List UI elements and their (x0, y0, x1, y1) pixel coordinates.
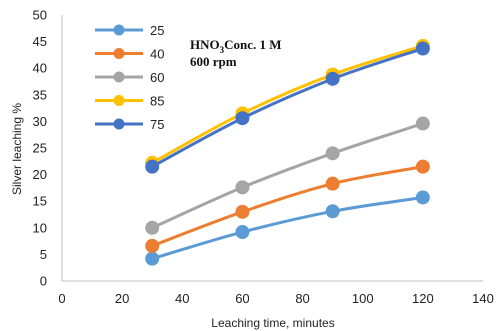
data-point-40 (145, 238, 160, 253)
x-tick-label: 140 (472, 291, 494, 306)
legend-label-85: 85 (150, 94, 164, 109)
data-point-40 (235, 204, 250, 219)
y-tick-label: 20 (33, 167, 47, 182)
y-tick-label: 40 (33, 61, 47, 76)
y-tick-label: 35 (33, 87, 47, 102)
data-point-75 (145, 159, 160, 174)
data-point-75 (415, 41, 430, 56)
legend-marker-25 (113, 24, 125, 36)
data-point-25 (325, 204, 340, 219)
legend-marker-85 (113, 95, 125, 106)
data-point-25 (415, 190, 430, 205)
y-tick-label: 50 (33, 8, 47, 23)
series-line-60 (151, 122, 424, 230)
legend-marker-60 (113, 71, 125, 83)
annotation-subscript: 3 (220, 45, 225, 55)
legend-label-60: 60 (150, 70, 164, 85)
data-point-25 (235, 225, 250, 240)
y-tick-label: 45 (33, 34, 47, 49)
data-point-60 (235, 180, 250, 195)
y-tick-label: 25 (33, 141, 47, 156)
series-line-40 (151, 165, 424, 248)
y-axis-title: Silver leaching % (10, 103, 24, 195)
data-point-60 (325, 146, 340, 161)
data-point-40 (415, 159, 430, 174)
data-point-25 (145, 251, 160, 266)
series-line-85 (151, 44, 424, 165)
annotation-line-2: 600 rpm (190, 54, 237, 69)
annotation-concentration: Conc. 1 M (224, 37, 281, 52)
legend-label-25: 25 (150, 23, 164, 38)
annotation-formula: HNO (190, 37, 220, 52)
x-tick-label: 100 (352, 291, 374, 306)
data-point-75 (235, 111, 250, 126)
x-tick-label: 20 (115, 291, 129, 306)
data-point-75 (325, 71, 340, 86)
y-tick-label: 10 (33, 220, 47, 235)
x-axis-title: Leaching time, minutes (211, 316, 334, 330)
y-tick-label: 30 (33, 114, 47, 129)
data-point-60 (145, 220, 160, 235)
series-layer (145, 38, 430, 266)
legend-label-40: 40 (150, 47, 164, 62)
annotation-line-1: HNO3Conc. 1 M (190, 37, 282, 55)
legend-label-75: 75 (150, 117, 164, 132)
y-tick-label: 5 (40, 247, 47, 262)
legend: 25 40 60 85 75 (95, 23, 164, 132)
series-line-25 (151, 195, 424, 261)
data-point-40 (325, 176, 340, 191)
x-tick-label: 40 (175, 291, 189, 306)
axes: 0 20 40 60 80 100 120 140 0 5 10 15 20 25 30 35 40 45 50 (33, 8, 494, 307)
y-tick-label: 15 (33, 194, 47, 209)
data-point-60 (415, 116, 430, 131)
series-line-75 (151, 47, 424, 168)
y-tick-label: 0 (40, 274, 47, 289)
x-tick-label: 120 (412, 291, 434, 306)
x-tick-label: 60 (235, 291, 249, 306)
legend-marker-40 (113, 48, 125, 59)
x-tick-label: 80 (295, 291, 309, 306)
x-tick-label: 0 (58, 291, 65, 306)
legend-marker-75 (113, 118, 125, 130)
